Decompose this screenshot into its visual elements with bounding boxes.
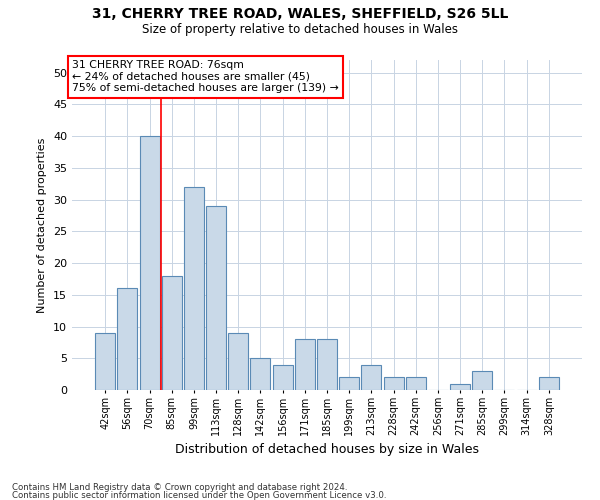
Bar — [140, 136, 160, 390]
Bar — [184, 187, 204, 390]
Bar — [539, 378, 559, 390]
Bar — [317, 339, 337, 390]
Bar — [295, 339, 315, 390]
Bar — [118, 288, 137, 390]
Bar — [361, 364, 382, 390]
Text: Contains public sector information licensed under the Open Government Licence v3: Contains public sector information licen… — [12, 490, 386, 500]
Bar — [472, 371, 492, 390]
Bar — [383, 378, 404, 390]
Bar — [95, 333, 115, 390]
X-axis label: Distribution of detached houses by size in Wales: Distribution of detached houses by size … — [175, 444, 479, 456]
Bar — [250, 358, 271, 390]
Bar — [162, 276, 182, 390]
Text: 31 CHERRY TREE ROAD: 76sqm
← 24% of detached houses are smaller (45)
75% of semi: 31 CHERRY TREE ROAD: 76sqm ← 24% of deta… — [72, 60, 339, 93]
Bar — [272, 364, 293, 390]
Bar — [450, 384, 470, 390]
Text: 31, CHERRY TREE ROAD, WALES, SHEFFIELD, S26 5LL: 31, CHERRY TREE ROAD, WALES, SHEFFIELD, … — [92, 8, 508, 22]
Bar — [206, 206, 226, 390]
Text: Contains HM Land Registry data © Crown copyright and database right 2024.: Contains HM Land Registry data © Crown c… — [12, 484, 347, 492]
Bar — [228, 333, 248, 390]
Text: Size of property relative to detached houses in Wales: Size of property relative to detached ho… — [142, 22, 458, 36]
Bar — [406, 378, 426, 390]
Y-axis label: Number of detached properties: Number of detached properties — [37, 138, 47, 312]
Bar — [339, 378, 359, 390]
